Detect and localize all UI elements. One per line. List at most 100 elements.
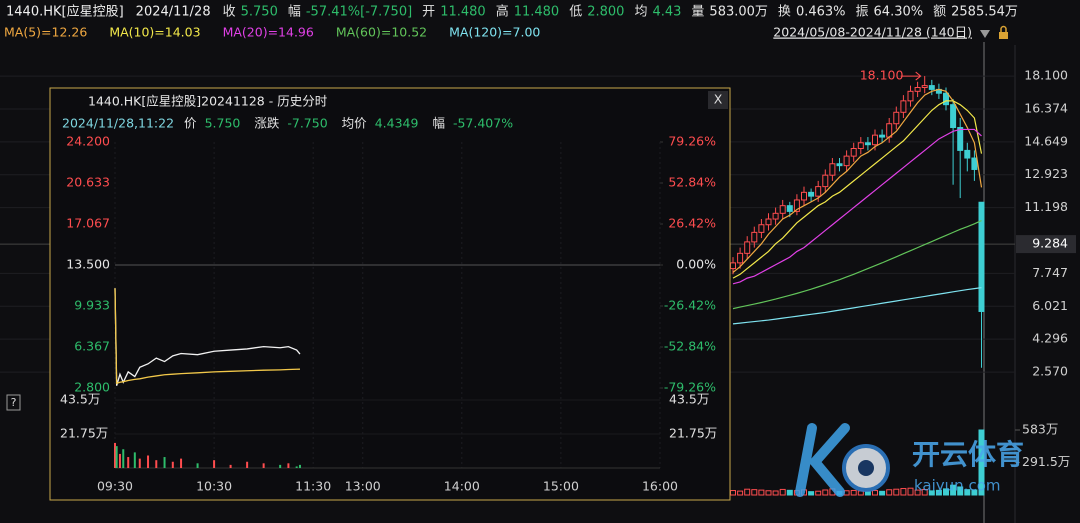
- info-text: -57.407%: [453, 116, 513, 131]
- x-tick-label: 16:00: [642, 479, 678, 494]
- close-glyph: X: [714, 92, 723, 107]
- candle-body: [793, 199, 800, 212]
- candle-body: [950, 104, 957, 129]
- y-tick-label: 24.200: [66, 134, 110, 149]
- y-tick-label: 12.923: [1024, 166, 1068, 181]
- volume-bar: [138, 458, 141, 468]
- header-text: 额: [933, 5, 946, 20]
- info-text: 均价: [342, 116, 368, 131]
- help-icon-glyph: ?: [11, 396, 17, 409]
- volume-bar: [114, 442, 116, 468]
- header-text: 幅: [288, 5, 301, 20]
- volume-bar: [196, 463, 199, 468]
- volume-bar: [815, 490, 822, 496]
- volume-bar: [180, 458, 183, 468]
- y-tick-label: 2.570: [1032, 364, 1068, 379]
- y2-tick-label: 26.42%: [668, 216, 716, 231]
- x-tick-label: 14:00: [444, 479, 480, 494]
- volume-bar: [921, 489, 928, 496]
- header-text: 1440.HK[应星控股]: [6, 4, 124, 20]
- volume-tick-label: 291.5万: [1022, 454, 1070, 469]
- candle-body: [893, 111, 900, 125]
- y-tick-label: 9.933: [74, 298, 110, 313]
- ma-line: [732, 220, 982, 310]
- header-text: 收: [223, 5, 236, 20]
- volume-bar: [850, 489, 857, 496]
- header-text: 2.800: [587, 5, 624, 20]
- volume-bar: [978, 429, 985, 496]
- candle-body: [864, 142, 871, 146]
- header-text: 高: [496, 4, 509, 20]
- candle-body: [879, 134, 886, 138]
- date-range[interactable]: 2024/05/08-2024/11/28 (140日): [773, 25, 972, 40]
- close-button[interactable]: [708, 91, 728, 109]
- lock-shackle: [1000, 25, 1007, 32]
- header-text: 64.30%: [874, 5, 924, 20]
- info-text: 价: [184, 116, 197, 131]
- y-tick-label: 4.296: [1032, 331, 1068, 346]
- volume-bar: [928, 490, 935, 496]
- volume-bar: [907, 487, 914, 496]
- candle-body: [971, 157, 978, 170]
- volume-bar: [964, 489, 971, 496]
- volume-bar: [971, 489, 978, 496]
- popup-title: 1440.HK[应星控股]20241128 - 历史分时: [88, 94, 328, 109]
- ma-line: [732, 128, 982, 285]
- y-tick-label: 16.374: [1024, 100, 1068, 115]
- volume-tick-label: 43.5万: [60, 392, 100, 407]
- volume-bar: [115, 446, 118, 468]
- candle-body: [850, 148, 857, 157]
- y-tick-label: 13.500: [66, 257, 110, 272]
- header-text: 0.463%: [796, 5, 846, 20]
- info-text: 4.4349: [375, 116, 419, 131]
- y-tick-label: 20.633: [66, 175, 110, 190]
- y-tick-label: 6.021: [1032, 298, 1068, 313]
- x-tick-label: 15:00: [543, 479, 579, 494]
- annotation-arrow: [900, 71, 922, 81]
- volume-bar: [957, 486, 964, 496]
- candle-body: [744, 241, 751, 254]
- volume-bar: [118, 453, 121, 468]
- x-tick-label: 13:00: [345, 479, 381, 494]
- x-tick-label: 11:30: [295, 479, 331, 494]
- candle-body: [957, 127, 964, 151]
- legend-item: MA(60)=10.52: [336, 25, 427, 40]
- candle-body: [900, 100, 907, 113]
- y2-tick-label: 0.00%: [676, 257, 716, 272]
- candle-body: [737, 252, 744, 264]
- candle-body: [907, 90, 914, 102]
- header-text: 4.43: [652, 5, 681, 20]
- lock-icon[interactable]: [999, 32, 1008, 39]
- candle-body: [786, 205, 793, 212]
- volume-bar: [822, 489, 829, 496]
- y2-tick-label: 52.84%: [668, 175, 716, 190]
- header-text: -57.41%[-7.750]: [306, 5, 412, 20]
- help-icon[interactable]: [6, 394, 21, 411]
- header-text: 5.750: [241, 5, 278, 20]
- candle-body: [765, 218, 772, 226]
- volume-bar: [730, 490, 736, 496]
- y-tick-label: 2.800: [74, 380, 110, 395]
- volume-bar: [914, 489, 921, 496]
- candle-body: [872, 134, 878, 146]
- volume-bar: [872, 490, 878, 496]
- dropdown-arrow[interactable]: [980, 30, 990, 38]
- header-text: 11.480: [440, 5, 486, 20]
- y2-tick-label: -52.84%: [664, 339, 716, 354]
- popup-frame: [49, 87, 731, 501]
- watermark-site: kaiyun.com: [914, 477, 1000, 495]
- header-text: 开: [422, 5, 435, 20]
- ma-line: [732, 88, 983, 273]
- legend-item: MA(10)=14.03: [109, 25, 200, 40]
- annotation: 18.100: [860, 68, 904, 83]
- legend-item: MA(5)=12.26: [4, 25, 87, 40]
- volume-bar: [147, 455, 150, 468]
- info-text: 2024/11/28,11:22: [62, 116, 174, 131]
- x-tick-label: 09:30: [97, 479, 133, 494]
- candle-body: [822, 174, 829, 188]
- volume-tick-label: 583万: [1022, 422, 1058, 437]
- header-text: 换: [778, 5, 791, 20]
- candle-body: [836, 163, 843, 167]
- volume-bar: [879, 490, 886, 496]
- volume-bar: [279, 464, 282, 468]
